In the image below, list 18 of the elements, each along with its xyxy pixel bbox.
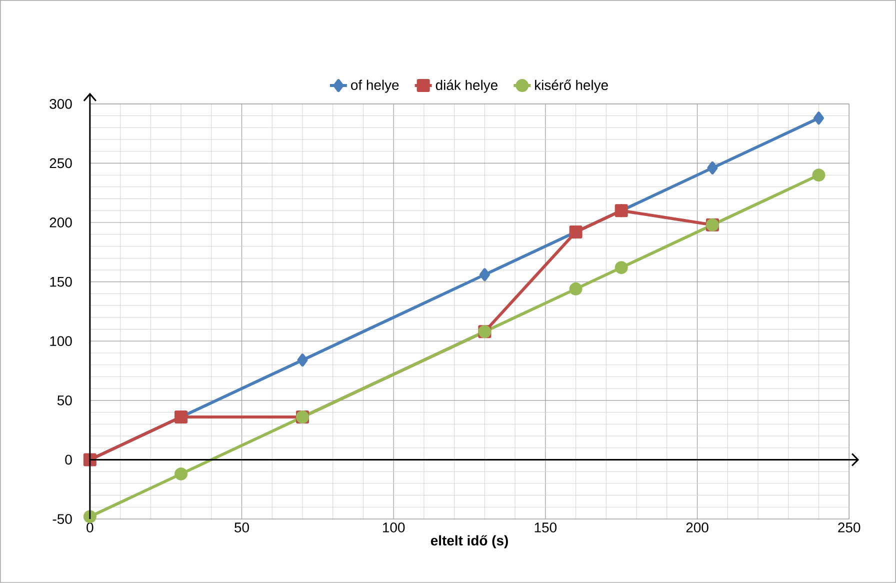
x-axis-title: eltelt idő (s) xyxy=(430,535,508,548)
legend-label: diák helye xyxy=(436,80,498,93)
legend-label: of helye xyxy=(351,80,399,93)
y-tick-label: 250 xyxy=(50,158,72,168)
x-tick-label: 0 xyxy=(86,522,94,532)
y-tick-label: 150 xyxy=(50,276,72,287)
y-tick-label: -50 xyxy=(52,514,72,524)
x-tick-label: 250 xyxy=(838,522,860,532)
y-tick-label: 0 xyxy=(65,454,72,465)
y-tick-label: 100 xyxy=(50,336,72,346)
y-tick-label: 200 xyxy=(50,218,72,228)
x-tick-label: 100 xyxy=(383,522,405,532)
legend-label: kisérő helye xyxy=(535,80,608,93)
y-tick-label: 300 xyxy=(50,98,72,109)
x-tick-label: 200 xyxy=(686,522,708,532)
x-tick-label: 50 xyxy=(234,522,249,532)
y-tick-label: 50 xyxy=(57,395,72,406)
x-tick-label: 150 xyxy=(534,522,557,532)
